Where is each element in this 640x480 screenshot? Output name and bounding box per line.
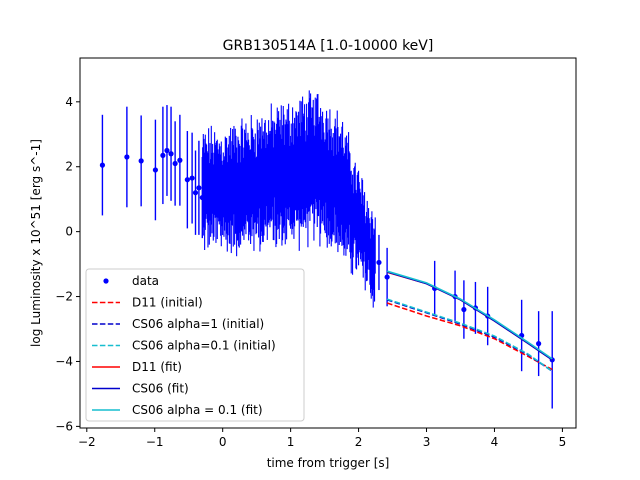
data-point bbox=[384, 274, 390, 280]
data-point bbox=[192, 190, 199, 196]
dense-data-region bbox=[202, 90, 376, 308]
legend-box bbox=[85, 268, 305, 422]
legend-marker-data bbox=[103, 278, 109, 284]
x-tick-label: −2 bbox=[78, 435, 96, 449]
legend-label: data bbox=[132, 274, 159, 288]
x-tick-label: 1 bbox=[287, 435, 295, 449]
legend-label: CS06 alpha=0.1 (initial) bbox=[132, 339, 276, 353]
data-point bbox=[184, 177, 190, 183]
data-point bbox=[152, 167, 159, 173]
legend-label: D11 (fit) bbox=[132, 360, 182, 374]
legend-label: D11 (initial) bbox=[132, 296, 203, 310]
data-point bbox=[124, 154, 130, 160]
legend-label: CS06 (fit) bbox=[132, 382, 189, 396]
plot-border bbox=[79, 57, 577, 429]
y-tick-label: 0 bbox=[65, 225, 73, 239]
data-point bbox=[172, 160, 178, 167]
legend-label: CS06 alpha=1 (initial) bbox=[132, 317, 264, 331]
data-point bbox=[536, 341, 542, 347]
y-axis-label: log Luminosity x 10^51 [erg s^-1] bbox=[29, 139, 43, 347]
y-tick-label: −6 bbox=[55, 419, 73, 433]
data-point bbox=[461, 306, 467, 313]
x-tick-label: 4 bbox=[491, 435, 499, 449]
series-line bbox=[386, 298, 553, 372]
x-tick-label: 2 bbox=[355, 435, 363, 449]
x-tick-label: −1 bbox=[146, 435, 164, 449]
y-tick-label: −2 bbox=[55, 290, 73, 304]
data-points bbox=[99, 105, 555, 409]
data-point bbox=[196, 185, 202, 191]
model-curves bbox=[386, 270, 553, 372]
y-tick-label: 4 bbox=[65, 95, 73, 109]
data-point bbox=[138, 158, 144, 164]
data-point bbox=[177, 157, 183, 163]
data-point bbox=[164, 147, 170, 154]
y-tick-label: 2 bbox=[65, 160, 73, 174]
data-point bbox=[376, 259, 382, 266]
chart-title: GRB130514A [1.0-10000 keV] bbox=[223, 38, 434, 54]
legend: data D11 (initial) CS06 alpha=1 (initial) C… bbox=[85, 268, 305, 422]
data-point bbox=[160, 152, 166, 158]
y-tick-label: −4 bbox=[55, 354, 73, 368]
y-axis: −6 −4 −2 0 2 4 bbox=[55, 95, 80, 433]
data-point bbox=[168, 151, 174, 157]
x-tick-label: 3 bbox=[423, 435, 431, 449]
data-point bbox=[99, 162, 106, 168]
series-line bbox=[386, 270, 553, 360]
x-axis: −2 −1 0 1 2 3 4 5 bbox=[78, 428, 566, 449]
data-point bbox=[199, 194, 205, 201]
x-tick-label: 5 bbox=[559, 435, 567, 449]
x-tick-label: 0 bbox=[219, 435, 227, 449]
legend-label: CS06 alpha = 0.1 (fit) bbox=[132, 403, 263, 417]
series-line bbox=[386, 302, 553, 371]
x-axis-label: time from trigger [s] bbox=[267, 456, 390, 470]
data-point bbox=[189, 175, 195, 181]
